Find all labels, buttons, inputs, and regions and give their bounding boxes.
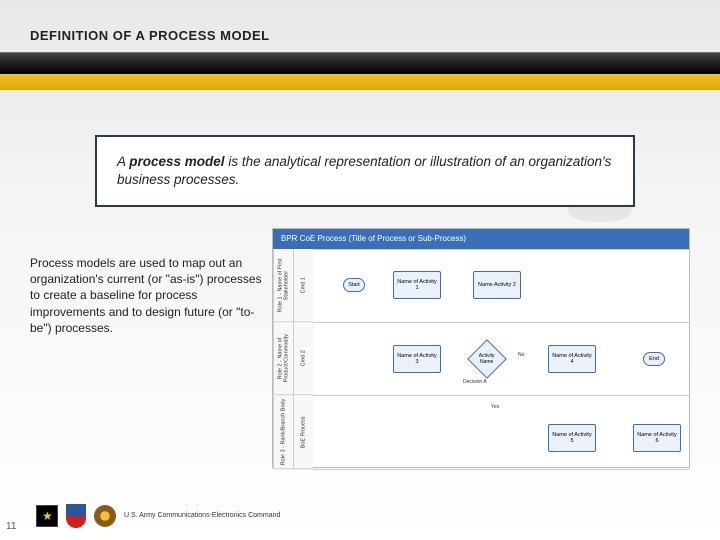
flow-node-n4: Name of Activity 4 <box>548 345 596 373</box>
divider-gold <box>0 74 720 90</box>
body-paragraph: Process models are used to map out an or… <box>30 255 265 336</box>
diagram-header: BPR CoE Process (Title of Process or Sub… <box>273 229 689 249</box>
diagram-canvas: Start Name of Activity 1 Name Activity 2 Na… <box>313 249 689 469</box>
shield-logo-icon <box>66 504 86 528</box>
diagram-body: Role 1 - Name of First Stakeholder Role … <box>273 249 689 469</box>
flow-node-n6: Name of Activity 6 <box>633 424 681 452</box>
lane-cmd-3: BoE Process <box>293 396 313 469</box>
definition-text: A process model is the analytical repres… <box>117 153 613 189</box>
lane-role-labels: Role 1 - Name of First Stakeholder Role … <box>273 249 293 469</box>
footer: U.S. Army Communications-Electronics Com… <box>36 504 280 528</box>
edge-label: Decision A <box>463 379 487 385</box>
lane-role-2: Role 2 - Name of Product/Commodity <box>273 322 293 395</box>
slide-title: DEFINITION OF A PROCESS MODEL <box>30 28 270 43</box>
definition-term: process model <box>129 154 224 169</box>
flow-node-n3: Name of Activity 3 <box>393 345 441 373</box>
lane-divider <box>313 322 689 323</box>
page-number: 11 <box>6 521 16 532</box>
flow-node-n1: Name of Activity 1 <box>393 271 441 299</box>
definition-box: A process model is the analytical repres… <box>95 135 635 207</box>
seal-logo-icon <box>94 505 116 527</box>
lane-divider <box>313 395 689 396</box>
divider-black <box>0 52 720 74</box>
lane-role-1: Role 1 - Name of First Stakeholder <box>273 249 293 322</box>
flow-node-start: Start <box>343 278 365 292</box>
lane-role-3: Role 3 - Rank/Branch Body <box>273 396 293 469</box>
flow-node-d1: Activity Name <box>467 339 507 379</box>
flow-node-n5: Name of Activity 5 <box>548 424 596 452</box>
flow-node-end: End <box>643 352 665 366</box>
lane-cmd-1: Cmd 1 <box>293 249 313 322</box>
lane-cmd-labels: Cmd 1 Cmd 2 BoE Process <box>293 249 313 469</box>
definition-prefix: A <box>117 154 129 169</box>
process-diagram: BPR CoE Process (Title of Process or Sub… <box>272 228 690 468</box>
edge-label: Yes <box>491 404 499 410</box>
army-logo-icon <box>36 505 58 527</box>
lane-divider <box>313 249 689 250</box>
edge-label: No <box>518 352 524 358</box>
lane-cmd-2: Cmd 2 <box>293 322 313 395</box>
lane-divider <box>313 469 689 470</box>
footer-org-text: U.S. Army Communications-Electronics Com… <box>124 512 280 520</box>
slide: DEFINITION OF A PROCESS MODEL A process … <box>0 0 720 540</box>
flow-node-n2: Name Activity 2 <box>473 271 521 299</box>
